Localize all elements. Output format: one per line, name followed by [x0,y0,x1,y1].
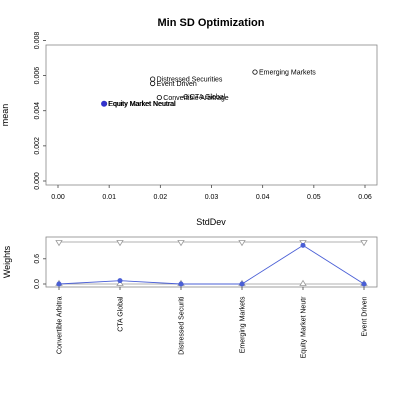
weights-category-label: Convertible Arbitra [57,296,64,354]
scatter-x-tick-label: 0.00 [51,194,65,201]
scatter-x-label: StdDev [196,217,226,227]
scatter-x-tick-label: 0.04 [256,194,270,201]
scatter-y-tick-label: 0.002 [34,137,41,155]
scatter-y-tick-label: 0.006 [34,67,41,85]
weight-point [300,242,306,248]
lower-bound-marker [299,279,307,286]
upper-bound-marker [360,240,368,247]
weight-point [239,281,245,287]
weight-point [361,281,367,287]
scatter-x-tick-label: 0.05 [307,194,321,201]
asset-point [156,94,162,101]
scatter-y-tick-label: 0.000 [34,172,41,190]
scatter-y-axis: 0.000 0.002 0.004 0.006 0.008 [34,32,46,190]
upper-bound-marker [116,240,124,247]
weights-category-label: CTA Global [118,296,125,332]
asset-point [150,80,156,87]
asset-point-label: CTA Global [190,94,226,101]
scatter-x-tick-label: 0.02 [154,194,168,201]
asset-point-label: Distressed Securities [157,76,223,83]
asset-point-label: Emerging Markets [259,69,316,76]
weights-category-label: Distressed Securiti [179,296,186,355]
weights-y-tick-label: 0.6 [34,254,41,264]
asset-point [183,94,189,100]
weights-x-axis: Convertible Arbitra CTA Global Distressed … [57,287,369,358]
scatter-frame [45,44,378,186]
weights-marks [55,240,368,287]
upper-bound-marker [238,240,246,247]
weight-point [117,278,123,284]
upper-bound-marker [177,240,185,247]
scatter-x-tick-label: 0.03 [205,194,219,201]
weights-frame [45,236,378,288]
asset-point [150,76,156,82]
asset-point-label: Event Driven [157,81,197,88]
upper-bound-marker [55,240,63,247]
scatter-y-tick-label: 0.008 [34,32,41,50]
asset-point-label: Equity Market Neutral [109,101,177,108]
weight-point [178,281,184,287]
weight-point [56,281,62,287]
weights-y-axis: 0.0 0.6 [34,254,46,289]
scatter-x-tick-label: 0.01 [102,194,116,201]
asset-point [252,69,258,75]
optimal-portfolio-point [101,100,108,107]
scatter-y-tick-label: 0.004 [34,102,41,120]
scatter-x-axis: 0.00 0.01 0.02 0.03 0.04 0.05 0.06 [51,185,372,201]
optimal-portfolio-label: Equity Market Neutral [108,101,176,108]
asset-point-label: Convertible Arbitrage [163,95,228,102]
scatter-x-tick-label: 0.06 [358,194,372,201]
scatter-y-label: mean [0,104,10,127]
weights-line [58,244,365,285]
weights-category-label: Event Driven [362,296,369,336]
weights-y-label: Weights [2,245,12,278]
weights-category-label: Equity Market Neutr [301,296,308,359]
chart-title: Min SD Optimization [158,17,265,29]
weights-category-label: Emerging Markets [240,296,247,353]
weights-y-tick-label: 0.0 [34,279,41,289]
scatter-points: Emerging Markets Distressed SecuritiesEve… [101,69,316,108]
